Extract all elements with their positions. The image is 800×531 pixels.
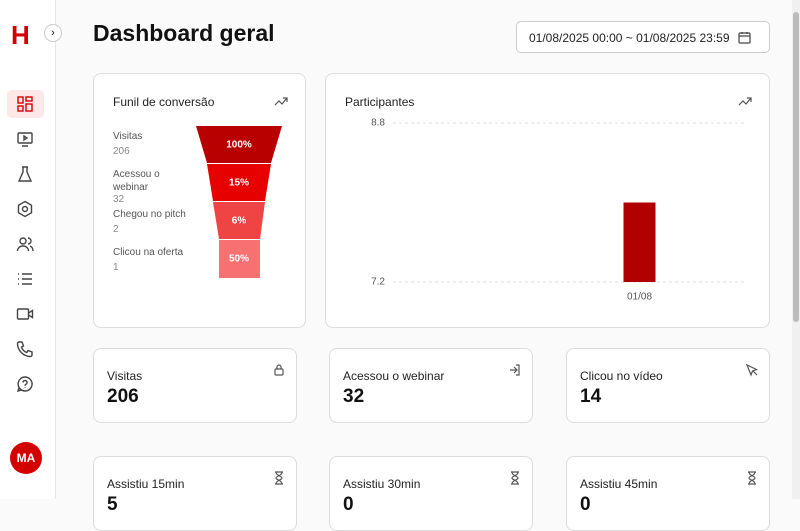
- funnel-segment: [219, 240, 260, 278]
- stat-card: Acessou o webinar 32: [329, 348, 533, 423]
- stage-percent: 15%: [229, 178, 249, 189]
- stat-icon: [274, 364, 284, 376]
- nav-dashboard[interactable]: [16, 95, 34, 113]
- calendar-icon: [738, 32, 751, 44]
- bar: [623, 202, 656, 282]
- stage-value: 32: [113, 194, 125, 205]
- y-tick-label: 8.8: [371, 118, 385, 129]
- stat-value: 32: [343, 386, 365, 407]
- funnel-card: Funil de conversão 100% 15% 6% 50% Visitas 2…: [93, 73, 306, 328]
- stage-percent: 6%: [232, 216, 247, 227]
- stat-value: 0: [343, 494, 354, 515]
- stat-icon: [748, 471, 756, 485]
- funnel-segment: [213, 202, 265, 239]
- stat-card: Assistiu 30min 0: [329, 456, 533, 531]
- y-tick-label: 7.2: [371, 277, 385, 288]
- stat-value: 0: [580, 494, 591, 515]
- stage-value: 1: [113, 262, 119, 273]
- stage-label: Visitas: [113, 131, 143, 142]
- nav-list[interactable]: [16, 270, 34, 288]
- page-title: Dashboard geral: [93, 20, 275, 46]
- date-picker[interactable]: 01/08/2025 00:00 ~ 01/08/2025 23:59: [516, 21, 770, 53]
- stat-label: Acessou o webinar: [343, 369, 445, 383]
- stage-value: 206: [113, 146, 130, 157]
- stat-value: 206: [107, 386, 139, 407]
- card-title: Participantes: [345, 95, 415, 109]
- stat-icon: [275, 471, 283, 485]
- date-range: 01/08/2025 00:00 ~ 01/08/2025 23:59: [529, 31, 730, 45]
- bar-chart: 7.2 8.8 01/08: [371, 118, 746, 303]
- stage-value: 2: [113, 224, 119, 235]
- funnel-chart: 100% 15% 6% 50%: [196, 126, 282, 278]
- trend-icon: [274, 97, 288, 106]
- stat-label: Assistiu 45min: [580, 477, 658, 491]
- stat-label: Clicou no vídeo: [580, 369, 663, 383]
- avatar[interactable]: MA: [10, 442, 42, 474]
- stat-label: Assistiu 30min: [343, 477, 421, 491]
- stat-value: 5: [107, 494, 118, 515]
- stat-card: Assistiu 15min 5: [93, 456, 297, 531]
- stat-card: Assistiu 45min 0: [566, 456, 770, 531]
- card-title: Funil de conversão: [113, 95, 215, 109]
- stat-icon: [510, 364, 520, 376]
- sidebar: H › MA: [0, 0, 62, 499]
- nav-help[interactable]: [16, 375, 34, 393]
- stat-label: Assistiu 15min: [107, 477, 185, 491]
- scrollbar[interactable]: [792, 0, 800, 499]
- funnel-segment: [207, 164, 271, 201]
- stat-value: 14: [580, 386, 602, 407]
- stage-percent: 100%: [226, 140, 252, 151]
- expand-button[interactable]: ›: [44, 24, 62, 42]
- stage-label: Chegou no pitch: [113, 209, 186, 220]
- stat-label: Visitas: [107, 369, 143, 383]
- stage-percent: 50%: [229, 254, 249, 265]
- nav-users[interactable]: [16, 235, 34, 253]
- nav-video[interactable]: [16, 130, 34, 148]
- stat-card: Clicou no vídeo 14: [566, 348, 770, 423]
- stat-icon: [511, 471, 519, 485]
- scroll-thumb[interactable]: [793, 12, 799, 322]
- nav-camera[interactable]: [16, 305, 34, 323]
- stat-card: Visitas 206: [93, 348, 297, 423]
- trend-icon: [738, 97, 752, 106]
- nav-phone[interactable]: [16, 340, 34, 358]
- stage-label: Clicou na oferta: [113, 247, 184, 258]
- funnel-segment: [196, 126, 282, 163]
- x-tick-label: 01/08: [627, 292, 652, 303]
- stat-icon: [745, 363, 759, 377]
- nav-settings[interactable]: [16, 200, 34, 218]
- logo[interactable]: H: [11, 20, 30, 50]
- stage-label: Acessou o webinar: [113, 169, 160, 193]
- chart-card: Participantes 7.2 8.8 01/08: [325, 73, 770, 328]
- nav-lab[interactable]: [16, 165, 34, 183]
